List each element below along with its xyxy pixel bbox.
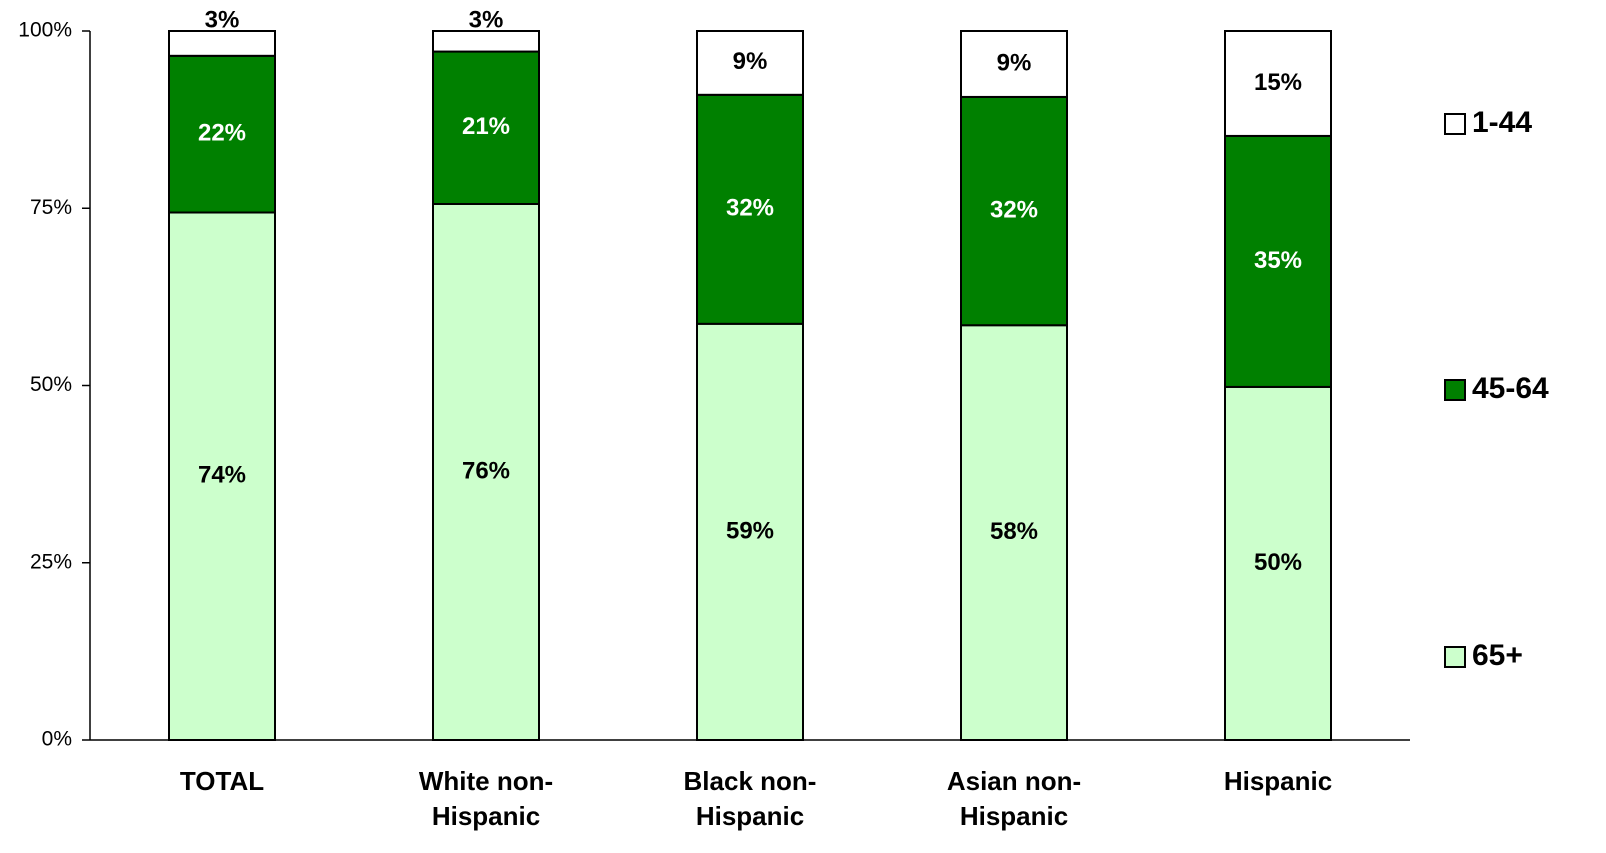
x-tick-label: Asian non-: [947, 766, 1081, 796]
data-label: 9%: [997, 49, 1032, 76]
legend-swatch: [1444, 379, 1466, 401]
data-label: 59%: [726, 517, 774, 544]
bar-segment: [960, 324, 1068, 741]
data-label: 32%: [726, 195, 774, 222]
data-label: 50%: [1254, 549, 1302, 576]
data-label: 74%: [198, 462, 246, 489]
bar-segment: [1224, 385, 1332, 741]
bar-segment: [168, 30, 276, 57]
y-tick-label: 50%: [30, 373, 72, 396]
y-tick-label: 100%: [18, 19, 72, 42]
legend-label: 1-44: [1472, 106, 1532, 139]
data-label: 3%: [469, 6, 504, 33]
data-label: 15%: [1254, 69, 1302, 96]
x-tick-label: Hispanic: [432, 801, 540, 831]
data-label: 76%: [462, 457, 510, 484]
bar-segment: [1224, 134, 1332, 388]
data-label: 9%: [733, 48, 768, 75]
bar-segment: [960, 30, 1068, 98]
bar-segment: [168, 54, 276, 214]
legend-swatch: [1444, 646, 1466, 668]
data-label: 3%: [205, 6, 240, 33]
y-tick-label: 25%: [30, 550, 72, 573]
data-label: 35%: [1254, 247, 1302, 274]
legend-label: 45-64: [1472, 372, 1549, 405]
x-axis: TOTAL White non- Hispanic Black non- Hispani…: [90, 739, 1410, 831]
x-tick-label: White non-: [419, 766, 553, 796]
data-label: 22%: [198, 120, 246, 147]
y-tick-label: 75%: [30, 196, 72, 219]
bar-segment: [432, 202, 540, 742]
x-tick-label: TOTAL: [180, 766, 264, 796]
bar-segment: [696, 93, 804, 325]
x-tick-label: Hispanic: [1224, 766, 1332, 796]
x-tick-label: Hispanic: [696, 801, 804, 831]
legend: 1-44 45-64 65+: [1444, 106, 1549, 672]
bar-segment: [960, 95, 1068, 327]
y-axis: 0% 25% 50% 75% 100%: [18, 19, 91, 751]
bars: 74% 22% 3% 76% 21% 3% 59% 32% 9% 58% 32% 9% 50% 35% 15…: [168, 6, 1332, 742]
data-label: 21%: [462, 113, 510, 140]
bar-segment: [696, 322, 804, 741]
y-tick-label: 0%: [42, 728, 72, 751]
data-label: 32%: [990, 196, 1038, 223]
bar-segment: [696, 30, 804, 96]
x-tick-label: Black non-: [684, 766, 817, 796]
bar-segment: [1224, 30, 1332, 137]
data-label: 58%: [990, 518, 1038, 545]
x-tick-label: Hispanic: [960, 801, 1068, 831]
bar-segment: [432, 30, 540, 53]
legend-swatch: [1444, 113, 1466, 135]
legend-label: 65+: [1472, 639, 1523, 672]
